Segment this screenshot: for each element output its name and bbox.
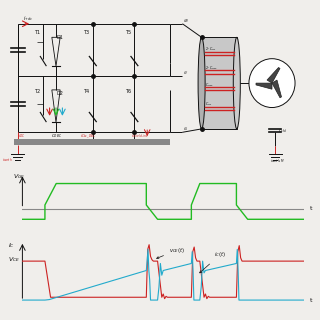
- Text: T6: T6: [125, 89, 131, 94]
- Text: D1: D1: [57, 35, 63, 40]
- Text: T1: T1: [34, 30, 40, 35]
- Text: $i_W$: $i_W$: [183, 17, 189, 25]
- Ellipse shape: [233, 37, 240, 129]
- Text: $i_{earth}$: $i_{earth}$: [2, 156, 12, 164]
- Text: $2\cdot C_{wpe}$: $2\cdot C_{wpe}$: [205, 64, 219, 71]
- Text: $C_{wpe}$: $C_{wpe}$: [205, 81, 214, 88]
- Bar: [202, 37, 237, 129]
- Text: $I_C$: $I_C$: [8, 241, 15, 250]
- Text: T2: T2: [34, 89, 40, 94]
- Text: $V_{CE}$: $V_{CE}$: [8, 255, 20, 264]
- Text: D2: D2: [57, 91, 63, 96]
- Text: $i_{+dc}$: $i_{+dc}$: [23, 14, 33, 23]
- Text: T5: T5: [125, 30, 131, 35]
- Text: t: t: [310, 206, 312, 211]
- Text: $i_V$: $i_V$: [183, 70, 188, 77]
- Text: $v_{CE}(t)$: $v_{CE}(t)$: [157, 246, 185, 259]
- Text: $i_U$: $i_U$: [183, 125, 188, 133]
- Circle shape: [249, 59, 295, 108]
- Text: $i_{earth,M}$: $i_{earth,M}$: [270, 157, 285, 165]
- Text: $C_{ws}$: $C_{ws}$: [205, 100, 213, 108]
- Text: $C_{shd}$: $C_{shd}$: [278, 127, 287, 135]
- Polygon shape: [272, 80, 282, 98]
- Text: T4: T4: [83, 89, 89, 94]
- Text: T3: T3: [83, 30, 89, 35]
- Text: $V_{GE}$: $V_{GE}$: [12, 172, 25, 181]
- Text: t: t: [310, 299, 312, 303]
- Polygon shape: [256, 83, 272, 89]
- Ellipse shape: [198, 37, 205, 129]
- Text: $i_{Cbc\_DBC}$: $i_{Cbc\_DBC}$: [80, 133, 96, 141]
- Text: $i_{Shield,inv}$: $i_{Shield,inv}$: [131, 133, 149, 140]
- Text: $C_{DBC}$: $C_{DBC}$: [51, 133, 62, 140]
- Polygon shape: [267, 68, 280, 83]
- Bar: [14, 139, 170, 145]
- Text: $2\cdot C_{ws}$: $2\cdot C_{ws}$: [205, 45, 217, 53]
- Text: $i_{DC}$: $i_{DC}$: [18, 133, 25, 140]
- Text: $i_C(t)$: $i_C(t)$: [200, 251, 226, 273]
